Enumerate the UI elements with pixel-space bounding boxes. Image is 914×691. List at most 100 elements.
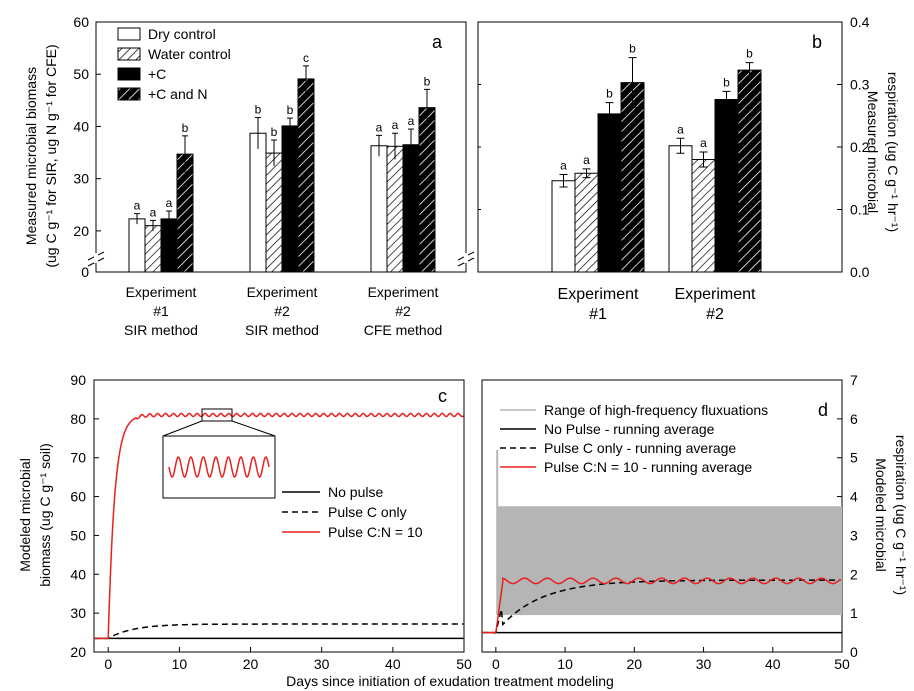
- panel-c-frame: [93, 379, 465, 653]
- panel-b-axes: 0.0 0.1 0.2 0.3 0.4: [477, 14, 870, 280]
- category-label: #1: [153, 303, 169, 319]
- significance-letter: b: [723, 75, 730, 89]
- axis-break-gap: [464, 253, 468, 263]
- y-tick-label: 30: [73, 171, 89, 187]
- panel-a-ylabel-line1: Measured microbial biomass: [23, 67, 39, 245]
- panel-c-axes: 0 10 20 30 40 50 20 30 40 50 60 70 80 90: [70, 372, 472, 672]
- y-tick-label: 60: [73, 14, 89, 30]
- legend-label: Pulse C only - running average: [544, 440, 736, 456]
- inset-oscillation-line: [168, 456, 270, 478]
- y-tick-label: 60: [70, 489, 86, 505]
- legend-swatch: [117, 87, 141, 101]
- bar: [714, 99, 739, 273]
- x-tick-label: 20: [627, 656, 643, 672]
- bar: [574, 172, 599, 273]
- fluctuation-band: [497, 506, 842, 616]
- panel-d-letter: d: [818, 400, 828, 420]
- panel-a: Measured microbial biomass (ug C g⁻¹ for…: [23, 14, 475, 338]
- panel-b-frame: [477, 21, 843, 273]
- y-tick-label: 70: [70, 450, 86, 466]
- significance-letter: a: [677, 122, 684, 136]
- legend-swatch: [117, 47, 141, 61]
- y-tick-label: 0.0: [850, 264, 870, 280]
- panel-c-lines: [94, 412, 464, 640]
- legend-label: Range of high-frequency fluxuations: [544, 402, 768, 418]
- category-label: Experiment: [368, 284, 439, 300]
- x-tick-label: 30: [696, 656, 712, 672]
- significance-letter: c: [303, 51, 309, 65]
- y-tick-label: 0.1: [850, 202, 870, 218]
- bar: [668, 145, 693, 273]
- panel-b-categories: Experiment #1 Experiment #2: [558, 286, 756, 323]
- bar: [265, 152, 283, 273]
- bar: [249, 132, 267, 273]
- panel-a-legend: Dry control Water control +C +C and N: [117, 26, 231, 102]
- y-tick-label: 40: [70, 566, 86, 582]
- series-line: [94, 412, 464, 640]
- y-tick-label: 5: [850, 450, 858, 466]
- shared-xlabel: Days since initiation of exudation treat…: [286, 673, 614, 689]
- bar: [620, 82, 645, 273]
- category-label: #2: [706, 306, 724, 323]
- y-tick-label: 50: [70, 527, 86, 543]
- pulse-c-line: [482, 579, 841, 635]
- bar: [370, 145, 388, 273]
- category-label: Experiment: [558, 286, 639, 303]
- legend-label: Dry control: [148, 26, 216, 42]
- legend-swatch: [117, 67, 141, 81]
- y-tick-label: 6: [850, 411, 858, 427]
- y-tick-label: 4: [850, 489, 858, 505]
- series-line: [94, 623, 464, 640]
- y-tick-label: 80: [70, 411, 86, 427]
- bar: [737, 69, 762, 273]
- panel-d: Modeled microbial respiration (ug C g⁻¹ …: [481, 372, 909, 672]
- bar: [386, 145, 404, 273]
- panel-a-letter: a: [432, 32, 443, 52]
- significance-letter: a: [150, 205, 157, 219]
- y-tick-label: 0.4: [850, 14, 870, 30]
- y-tick-label: 0.3: [850, 77, 870, 93]
- bar: [691, 159, 716, 273]
- bar: [128, 218, 146, 273]
- panel-c-ylabel-line1: Modeled microbial: [17, 458, 33, 572]
- panel-d-legend: Range of high-frequency fluxuations No Pu…: [500, 402, 768, 475]
- bar: [402, 144, 420, 273]
- category-label: SIR method: [124, 322, 198, 338]
- significance-letter: a: [583, 153, 590, 167]
- panel-a-ylabel-line2: (ug C g⁻¹ for SIR, ug N g⁻¹ for CFE): [43, 44, 59, 267]
- bar: [418, 107, 436, 273]
- legend-swatch: [117, 27, 141, 41]
- legend-label: +C and N: [148, 86, 208, 102]
- legend-label: No pulse: [328, 484, 383, 500]
- panel-b-ylabel-line2: respiration (ug C g⁻¹ hr⁻¹): [885, 72, 901, 232]
- x-tick-label: 10: [557, 656, 573, 672]
- x-tick-label: 40: [765, 656, 781, 672]
- legend-label: +C: [148, 66, 166, 82]
- panel-c-inset: [162, 408, 276, 499]
- bar: [160, 218, 178, 273]
- axis-break-gap: [94, 253, 98, 263]
- category-label: SIR method: [245, 322, 319, 338]
- significance-letter: b: [182, 121, 189, 135]
- significance-letter: b: [255, 103, 262, 117]
- panel-b-ylabel-line1: Measured microbial: [865, 91, 881, 213]
- x-tick-label: 40: [385, 656, 401, 672]
- y-tick-label: 20: [73, 223, 89, 239]
- bar: [297, 78, 315, 273]
- significance-letter: a: [700, 136, 707, 150]
- significance-letter: a: [134, 199, 141, 213]
- significance-letter: b: [606, 87, 613, 101]
- y-tick-label: 1: [850, 605, 858, 621]
- significance-letter: b: [746, 47, 753, 61]
- panel-a-categories: Experiment #1 SIR method Experiment #2 SIR me…: [124, 284, 442, 338]
- legend-label: Water control: [148, 46, 231, 62]
- bar: [144, 225, 162, 273]
- significance-letter: a: [560, 159, 567, 173]
- x-tick-label: 30: [314, 656, 330, 672]
- category-label: Experiment: [126, 284, 197, 300]
- panel-d-ylabel-line1: Modeled microbial: [873, 458, 889, 572]
- legend-label: No Pulse - running average: [544, 421, 715, 437]
- panel-c: Modeled microbial biomass (ug C g⁻¹ soil…: [17, 372, 472, 672]
